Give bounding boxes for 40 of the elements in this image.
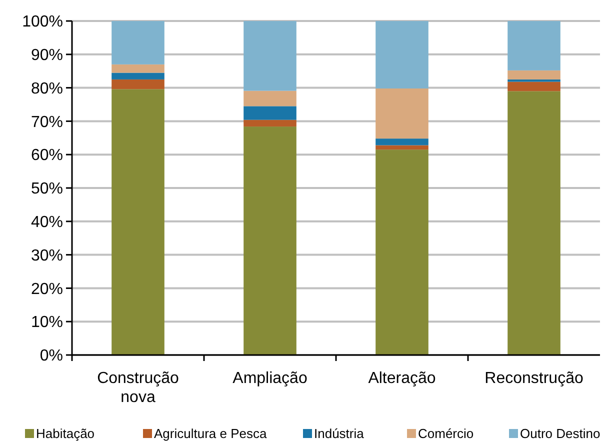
y-tick-label: 60% xyxy=(30,147,63,164)
bar xyxy=(244,126,296,355)
x-tick-label: Ampliação xyxy=(232,370,308,387)
legend-label: Outro Destino xyxy=(520,426,600,441)
bar xyxy=(376,21,428,88)
legend-label: Comércio xyxy=(418,426,474,441)
x-tick-label: Reconstrução xyxy=(484,370,584,387)
y-tick-label: 100% xyxy=(22,14,63,31)
y-tick-label: 50% xyxy=(30,180,63,198)
bar xyxy=(508,70,560,80)
y-tick-label: 70% xyxy=(30,114,63,131)
y-tick-label: 90% xyxy=(30,47,63,64)
bar xyxy=(244,90,296,106)
bar xyxy=(508,79,560,82)
bar xyxy=(244,120,296,127)
legend-label: Indústria xyxy=(314,426,365,441)
bar xyxy=(112,64,164,73)
bar xyxy=(508,82,560,92)
bar xyxy=(376,88,428,139)
bar xyxy=(244,106,296,120)
bar xyxy=(376,145,428,150)
legend-label: Agricultura e Pesca xyxy=(154,426,268,441)
y-tick-label: 10% xyxy=(30,314,63,332)
x-tick-label: Alteração xyxy=(368,370,436,387)
bar xyxy=(376,150,428,355)
bar xyxy=(112,21,164,64)
bar xyxy=(112,89,164,355)
bar xyxy=(508,91,560,355)
x-tick-label: Construção nova xyxy=(97,370,180,406)
legend-label: Habitação xyxy=(36,426,95,441)
bar xyxy=(112,72,164,80)
bar xyxy=(376,138,428,146)
y-tick-label: 40% xyxy=(30,214,63,231)
y-tick-label: 0% xyxy=(40,348,63,365)
y-tick-label: 30% xyxy=(30,247,63,264)
bar xyxy=(508,21,560,70)
bar xyxy=(244,21,296,91)
y-tick-label: 80% xyxy=(30,80,63,98)
y-tick-label: 20% xyxy=(30,280,63,298)
bar xyxy=(112,79,164,90)
